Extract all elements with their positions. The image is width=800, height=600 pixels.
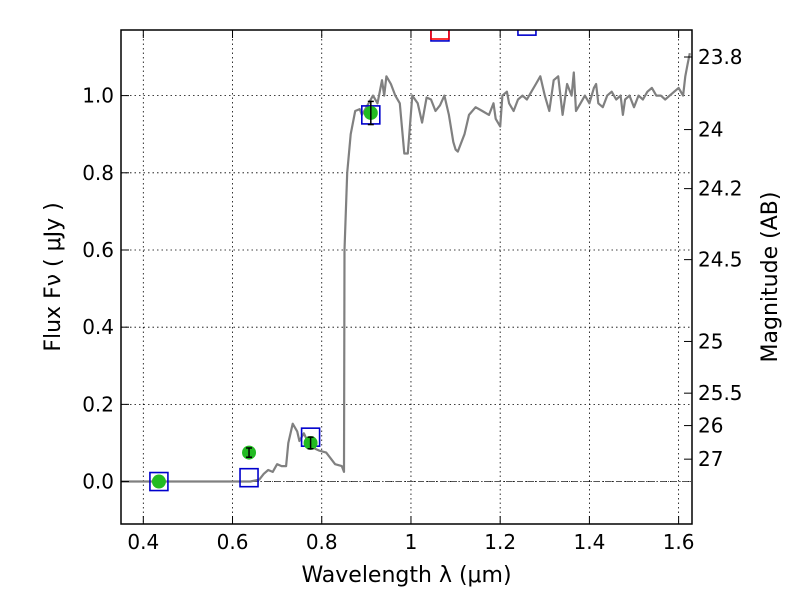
- y-axis-title: Flux Fν ( μJy ): [41, 202, 66, 351]
- x-tick-label: 0.4: [127, 530, 159, 554]
- grid: [121, 30, 692, 524]
- y-tick-label: 0.6: [82, 238, 114, 262]
- plot-frame: [120, 29, 693, 525]
- model-point-square: [517, 30, 537, 36]
- y2-axis-title: Magnitude (AB): [758, 192, 783, 363]
- y-tick-label: 0.0: [82, 470, 114, 494]
- x-axis-title: Wavelength λ (μm): [301, 563, 511, 588]
- model-point-square: [239, 467, 259, 488]
- x-tick-label: 1.4: [573, 530, 605, 554]
- x-tick-label: 1.6: [663, 530, 695, 554]
- mag-tick-label: 24.5: [698, 248, 743, 272]
- mag-tick-label: 26: [698, 414, 723, 438]
- mag-tick-label: 24.2: [698, 177, 743, 201]
- ticks: 0.4 0.6 0.8 1 1.2 1.4 1.6 0.0 0.2 0.4 0.6 0.8 1.0 23.…: [82, 30, 743, 554]
- y-tick-label: 0.8: [82, 161, 114, 185]
- model-point-square: [149, 471, 169, 492]
- observed-point: [151, 474, 166, 489]
- x-tick-label: 1.2: [484, 530, 516, 554]
- spectrum-line: [121, 52, 691, 483]
- model-point-red-square: [430, 30, 450, 40]
- data-layer: [121, 30, 691, 492]
- mag-tick-label: 25.5: [698, 381, 743, 405]
- y-tick-label: 1.0: [82, 84, 114, 108]
- x-tick-label: 1: [405, 530, 418, 554]
- plot-area: [121, 30, 691, 492]
- mag-tick-label: 24: [698, 118, 723, 142]
- mag-tick-label: 23.8: [698, 45, 743, 69]
- x-tick-label: 0.8: [306, 530, 338, 554]
- x-tick-label: 0.6: [217, 530, 249, 554]
- y-tick-label: 0.2: [82, 392, 114, 416]
- mag-tick-label: 25: [698, 329, 723, 353]
- y-tick-label: 0.4: [82, 315, 114, 339]
- mag-tick-label: 27: [698, 447, 723, 471]
